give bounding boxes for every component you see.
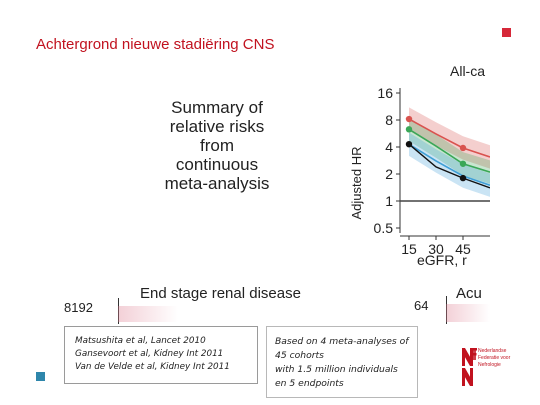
esrd-chart-title: End stage renal disease [140, 285, 301, 302]
reference-line: Matsushita et al, Lancet 2010 [75, 336, 206, 346]
chart-point [405, 140, 413, 148]
summary-line: continuous [175, 155, 259, 174]
chart-x-tick-label: 15 [401, 241, 417, 257]
logo-line: Federatie voor [478, 355, 511, 361]
summary-panel: Summary of relative risks from continuou… [146, 98, 288, 193]
logo-line: Nefrologie [478, 362, 501, 368]
hazard-ratio-chart: All-ca Adjusted HR eGFR, r 16 8 4 2 1 0.5 15 3… [340, 58, 490, 268]
info-line: en 5 endpoints [275, 378, 344, 389]
chart-series-line [408, 128, 490, 173]
summary-line: relative risks [169, 117, 265, 136]
info-line: 45 cohorts [275, 350, 324, 361]
chart-series-band [409, 107, 490, 169]
chart-point [405, 115, 413, 123]
study-info-box: Based on 4 meta-analyses of 45 cohorts w… [266, 326, 418, 398]
esrd-y-axis [118, 298, 119, 324]
summary-line: Summary of [171, 98, 263, 117]
reference-line: Van de Velde et al, Kidney Int 2011 [75, 362, 230, 372]
chart-series-band [409, 117, 490, 184]
slide-title: Achtergrond nieuwe stadiëring CNS [36, 36, 275, 53]
chart-x-tick-label: 45 [455, 241, 471, 257]
nfn-logo-icon [462, 348, 477, 386]
chart-y-tick-label: 0.5 [374, 220, 394, 236]
aki-y-tick-label: 64 [414, 298, 429, 313]
esrd-band [118, 306, 178, 322]
summary-line: from [200, 136, 234, 155]
chart-series-line [408, 143, 490, 189]
corner-accent-top [502, 28, 511, 37]
references-box: Matsushita et al, Lancet 2010 Gansevoort… [64, 326, 258, 384]
chart-point [459, 174, 467, 182]
hazard-ratio-chart-svg: All-ca Adjusted HR eGFR, r 16 8 4 2 1 0.5 15 3… [349, 63, 490, 268]
aki-band [446, 304, 490, 322]
chart-y-tick-label: 8 [385, 112, 393, 128]
esrd-y-tick-label: 8192 [64, 300, 93, 315]
chart-point [459, 144, 467, 152]
chart-series-line [408, 118, 490, 158]
summary-line: meta-analysis [164, 174, 270, 193]
chart-y-tick-label: 1 [385, 193, 393, 209]
aki-chart-title: Acu [456, 285, 482, 302]
logo-text: Nederlandse Federatie voor Nefrologie [478, 348, 528, 369]
chart-y-tick-label: 4 [385, 139, 393, 155]
info-line: Based on 4 meta-analyses of [275, 336, 409, 347]
reference-line: Gansevoort et al, Kidney Int 2011 [75, 349, 224, 359]
chart-point [405, 126, 413, 133]
chart-series-line [408, 143, 490, 186]
chart-y-tick-label: 2 [385, 166, 393, 182]
chart-point [459, 160, 467, 167]
info-line: with 1.5 million individuals [275, 364, 398, 375]
chart-x-tick-label: 30 [428, 241, 444, 257]
chart-x-axis-label: eGFR, r [417, 252, 467, 268]
chart-y-axis-label: Adjusted HR [349, 147, 364, 220]
chart-title: All-ca [450, 63, 485, 79]
corner-accent-bottom [36, 372, 45, 381]
logo-line: Nederlandse [478, 348, 507, 354]
aki-y-axis [446, 296, 447, 324]
chart-y-tick-label: 16 [377, 85, 393, 101]
